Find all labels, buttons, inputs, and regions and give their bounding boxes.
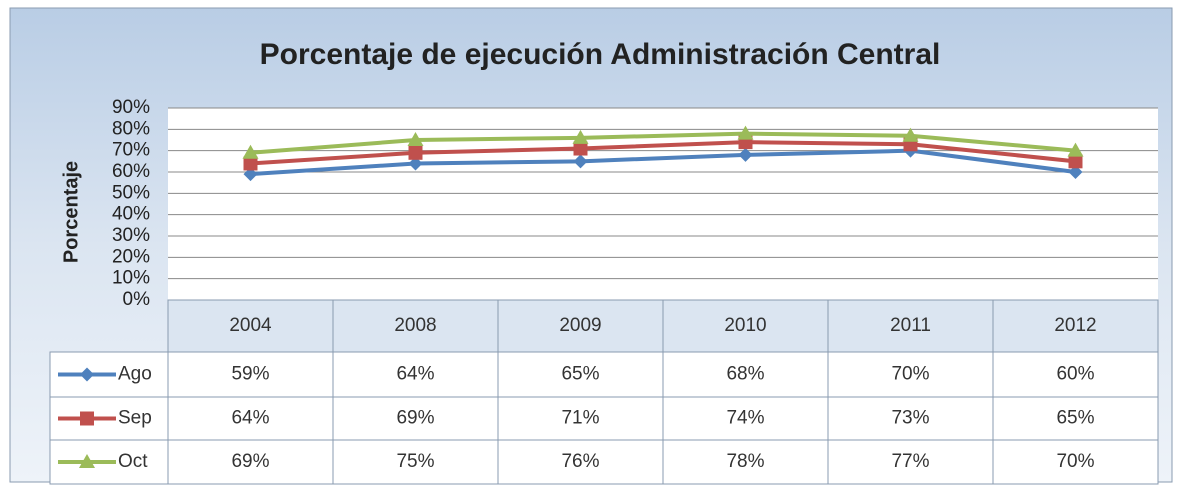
marker: [79, 454, 95, 468]
x-tick-label: 2011: [890, 315, 931, 336]
marker: [408, 156, 423, 171]
x-tick-label: 2009: [559, 315, 601, 336]
legend-label: Oct: [118, 451, 148, 472]
table-value: 70%: [891, 364, 929, 385]
y-tick-label: 10%: [112, 268, 150, 289]
table-value: 64%: [231, 408, 269, 429]
marker: [738, 147, 753, 162]
table-value: 65%: [1056, 408, 1094, 429]
table-value: 74%: [726, 408, 764, 429]
table-value: 69%: [231, 451, 269, 472]
table-value: 70%: [1056, 451, 1094, 472]
y-tick-label: 80%: [112, 118, 150, 139]
marker: [80, 367, 94, 382]
table-value: 60%: [1056, 364, 1094, 385]
table-body-bg: [49, 351, 1159, 485]
marker: [1067, 142, 1084, 157]
y-tick-label: 30%: [112, 225, 150, 246]
x-tick-label: 2012: [1054, 315, 1096, 336]
table-value: 77%: [891, 451, 929, 472]
table-value: 76%: [561, 451, 599, 472]
marker: [573, 154, 588, 169]
marker: [243, 156, 258, 171]
x-tick-label: 2010: [724, 315, 766, 336]
table-value: 59%: [231, 364, 269, 385]
x-tick-label: 2008: [394, 315, 436, 336]
marker: [572, 129, 589, 144]
legend-label: Sep: [118, 408, 152, 429]
table-value: 69%: [396, 408, 434, 429]
marker: [408, 145, 423, 160]
table-value: 65%: [561, 364, 599, 385]
table-value: 75%: [396, 451, 434, 472]
table-value: 68%: [726, 364, 764, 385]
table-value: 71%: [561, 408, 599, 429]
y-tick-label: 50%: [112, 182, 150, 203]
y-axis-label: Porcentaje: [60, 161, 82, 263]
marker: [80, 411, 94, 426]
y-tick-label: 90%: [112, 97, 150, 118]
marker: [242, 144, 259, 159]
marker: [902, 127, 919, 142]
table-value: 73%: [891, 408, 929, 429]
marker: [407, 132, 424, 146]
marker: [1068, 154, 1083, 169]
y-tick-label: 40%: [112, 204, 150, 225]
table-value: 64%: [396, 364, 434, 385]
y-tick-label: 20%: [112, 246, 150, 267]
marker: [1068, 165, 1083, 179]
chart-title: Porcentaje de ejecución Administración C…: [260, 38, 941, 71]
legend-label: Ago: [118, 364, 152, 385]
y-tick-label: 60%: [112, 161, 150, 182]
y-tick-label: 0%: [123, 289, 151, 310]
plot-area: [168, 108, 1158, 300]
series-line: [250, 148, 1076, 177]
marker: [737, 125, 754, 140]
series-line: [250, 131, 1076, 155]
marker: [243, 167, 258, 182]
y-tick-label: 70%: [112, 140, 150, 161]
x-tick-label: 2004: [229, 315, 272, 336]
marker: [573, 141, 588, 156]
table-value: 78%: [726, 451, 764, 472]
series-line: [250, 140, 1076, 166]
